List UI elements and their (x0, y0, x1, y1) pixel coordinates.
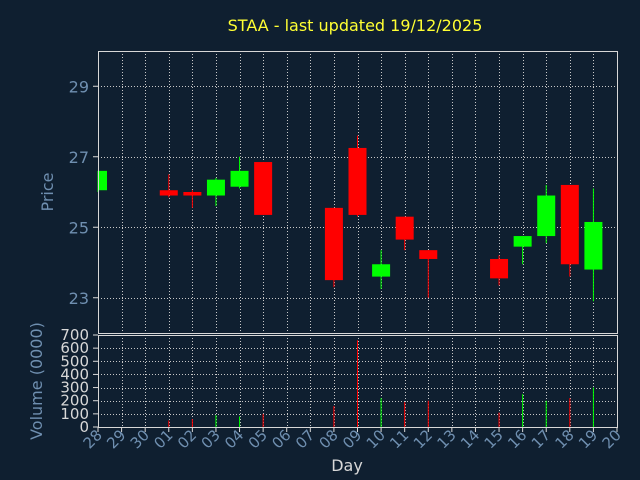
volume-bar-19 (592, 387, 594, 427)
candle-body (560, 184, 579, 265)
candle-17 (537, 184, 556, 244)
candle-10 (372, 250, 391, 289)
candle-18 (560, 184, 579, 277)
volume-bar-17 (545, 400, 547, 427)
x-tick-label: 10 (363, 426, 389, 452)
volume-axis-label: Volume (0000) (27, 322, 46, 440)
volume-bar-16 (522, 394, 524, 427)
x-tick-label: 19 (575, 426, 601, 452)
x-tick-label: 12 (410, 426, 436, 452)
candle-body (99, 170, 107, 191)
x-tick-label: 03 (198, 426, 224, 452)
x-tick-label: 07 (292, 426, 318, 452)
candle-body (490, 258, 509, 279)
candle-09 (348, 135, 367, 217)
candle-body (324, 207, 343, 281)
x-tick-label: 29 (103, 426, 129, 452)
x-tick-label: 20 (599, 426, 625, 452)
x-tick-label: 16 (504, 426, 530, 452)
candle-05 (254, 162, 273, 215)
volume-bar-08 (333, 405, 335, 427)
price-candles (97, 135, 603, 302)
candle-body (159, 190, 178, 196)
x-tick-label: 30 (127, 426, 153, 452)
volume-tick-label: 700 (60, 326, 89, 344)
x-tick-label: 04 (221, 426, 247, 452)
volume-bar-03 (215, 415, 217, 427)
volume-tick-label: 200 (60, 392, 89, 410)
volume-tick-label: 500 (60, 352, 89, 370)
x-tick-label: 01 (150, 426, 176, 452)
volume-bar-18 (569, 398, 571, 427)
candle-body (372, 264, 391, 277)
price-tick-label: 27 (69, 148, 89, 167)
candle-body (206, 179, 225, 196)
x-axis-label: Day (331, 456, 363, 475)
candle-04 (230, 156, 249, 189)
volume-bar-11 (404, 402, 406, 427)
volume-bars (168, 340, 594, 427)
candle-body (230, 170, 249, 187)
volume-bar-01 (168, 420, 170, 427)
candle-12 (419, 250, 438, 298)
price-y-ticks: 23 25 27 29 (69, 77, 98, 308)
x-tick-label: 11 (386, 426, 412, 452)
candle-01 (159, 174, 178, 198)
chart-title: STAA - last updated 19/12/2025 (228, 16, 483, 35)
x-tick-label: 17 (528, 426, 554, 452)
candle-body (254, 162, 273, 215)
price-axis-label: Price (38, 172, 57, 211)
candle-28 (97, 170, 107, 192)
price-tick-label: 29 (69, 77, 89, 96)
volume-tick-label: 100 (60, 405, 89, 423)
x-tick-label: 18 (551, 426, 577, 452)
volume-bar-02 (191, 419, 193, 427)
volume-bar-15 (498, 412, 500, 427)
candle-03 (206, 177, 225, 207)
candle-02 (183, 190, 202, 208)
candle-08 (324, 207, 343, 288)
volume-bar-09 (357, 340, 358, 427)
x-tick-label: 13 (433, 426, 459, 452)
volume-tick-label: 400 (60, 365, 89, 383)
candle-19 (584, 188, 603, 302)
volume-tick-label: 600 (60, 339, 89, 357)
volume-tick-label: 300 (60, 379, 89, 397)
x-tick-label: 02 (174, 426, 200, 452)
candle-11 (395, 216, 414, 251)
volume-bar-12 (427, 400, 429, 427)
volume-bar-10 (380, 398, 382, 427)
candle-body (419, 250, 438, 259)
candle-16 (513, 236, 532, 265)
price-tick-label: 25 (69, 218, 89, 237)
price-plot-frame (98, 51, 618, 334)
volume-tick-label: 0 (79, 418, 89, 436)
candle-body (348, 147, 367, 215)
x-tick-label: 09 (339, 426, 365, 452)
x-axis-ticks: 2829300102030405060708091011121314151617… (80, 426, 625, 452)
volume-bar-05 (262, 413, 264, 427)
volume-bar-04 (239, 416, 241, 427)
x-tick-label: 15 (481, 426, 507, 452)
x-tick-label: 14 (457, 426, 483, 452)
x-tick-label: 06 (268, 426, 294, 452)
price-tick-label: 23 (69, 289, 89, 308)
candle-body (395, 216, 414, 240)
candle-body (584, 221, 603, 270)
candle-body (183, 192, 202, 196)
candle-15 (490, 255, 509, 286)
candle-body (513, 236, 532, 247)
x-tick-label: 08 (316, 426, 342, 452)
x-tick-label: 05 (245, 426, 271, 452)
candle-body (537, 195, 556, 237)
